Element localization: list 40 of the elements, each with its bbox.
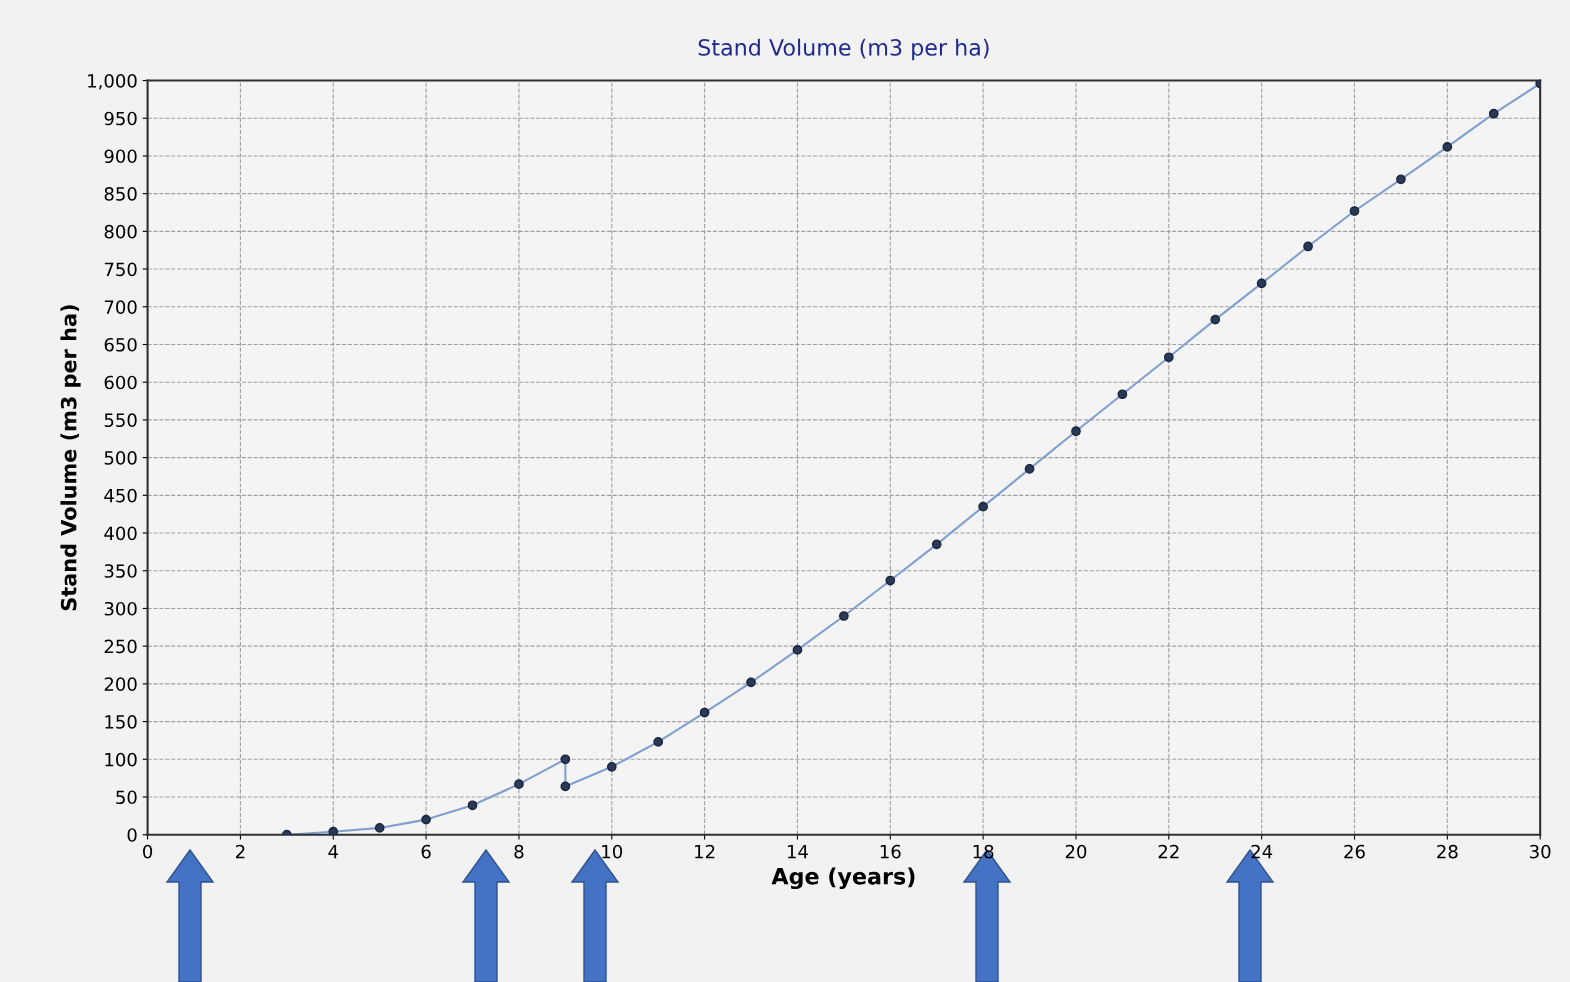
y-tick-label: 850 — [104, 187, 137, 201]
y-tick-label: 1,000 — [88, 73, 137, 90]
x-tick-label: 22 — [1158, 844, 1179, 859]
y-tick-label: 950 — [104, 111, 137, 126]
x-axis-title: Age (years) — [771, 867, 915, 890]
x-tick-label: 16 — [880, 844, 901, 859]
y-tick-label: 550 — [104, 413, 137, 428]
x-tick-label: 24 — [1251, 844, 1273, 859]
y-tick-label: 600 — [104, 375, 137, 390]
x-tick-label: 8 — [514, 844, 524, 859]
x-tick-label: 30 — [1530, 844, 1551, 859]
y-tick-label: 900 — [104, 149, 137, 164]
x-tick-label: 10 — [602, 844, 623, 859]
x-tick-label: 18 — [973, 844, 994, 859]
y-tick-label: 750 — [104, 262, 137, 277]
y-tick-label: 100 — [105, 752, 137, 767]
y-tick-label: 50 — [116, 790, 137, 805]
y-tick-label: 250 — [104, 639, 137, 654]
y-tick-label: 500 — [104, 451, 137, 465]
y-tick-label: 700 — [104, 300, 137, 314]
y-tick-label: 400 — [104, 526, 137, 541]
x-tick-label: 6 — [421, 844, 431, 859]
y-tick-label: 200 — [104, 677, 137, 691]
x-tick-label: 20 — [1065, 844, 1087, 859]
chart-title: Stand Volume (m3 per ha) — [698, 38, 989, 61]
x-tick-label: 4 — [328, 844, 338, 859]
x-tick-label: 14 — [787, 844, 808, 859]
y-tick-label: 0 — [127, 828, 137, 842]
x-tick-label: 0 — [143, 844, 153, 859]
y-tick-label: 650 — [104, 337, 137, 352]
y-axis-title: Stand Volume (m3 per ha) — [60, 305, 81, 611]
y-tick-label: 450 — [104, 488, 137, 503]
x-tick-label: 2 — [236, 844, 245, 859]
y-tick-label: 150 — [105, 715, 137, 729]
y-tick-label: 350 — [104, 564, 137, 578]
x-tick-label: 12 — [695, 844, 715, 859]
y-tick-label: 300 — [104, 601, 137, 616]
x-tick-label: 26 — [1344, 844, 1365, 859]
x-tick-label: 28 — [1437, 844, 1458, 859]
y-tick-label: 800 — [104, 224, 137, 239]
